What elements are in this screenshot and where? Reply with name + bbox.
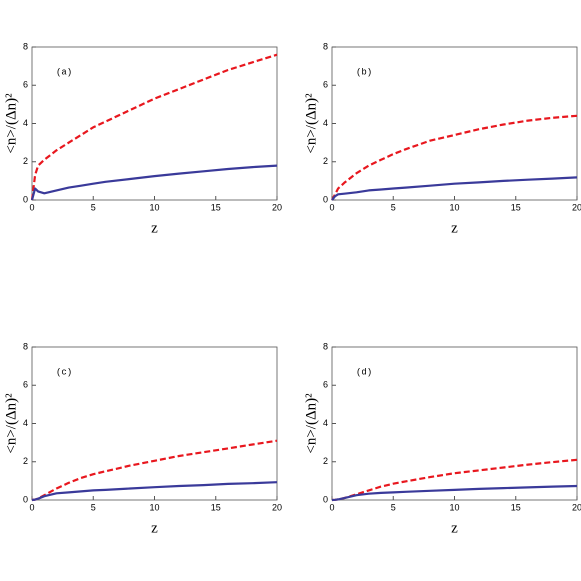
x-tick-label: 0 (329, 202, 334, 212)
y-axis-label: <n>/(Δn)² (303, 393, 319, 454)
panel: 0 5 10 15 20 0 2 4 6 8 z <n>/(Δn)² (a) (3, 41, 282, 236)
panel-label: (c) (56, 367, 72, 377)
y-tick-label: 8 (323, 341, 328, 351)
line-series (30, 53, 278, 201)
y-tick-label: 0 (323, 494, 328, 504)
y-tick-label: 2 (323, 156, 328, 166)
x-tick-label: 5 (91, 502, 96, 512)
y-tick-label: 6 (23, 80, 28, 90)
y-tick-label: 0 (323, 194, 328, 204)
x-axis-label: z (151, 520, 158, 536)
y-tick-label: 0 (23, 494, 28, 504)
y-axis-label: <n>/(Δn)² (3, 393, 19, 454)
panel: 0 5 10 15 20 0 2 4 6 8 z <n>/(Δn)² (c) (3, 341, 282, 536)
x-tick-label: 15 (211, 202, 221, 212)
y-tick-label: 2 (23, 456, 28, 466)
x-tick-label: 20 (272, 502, 282, 512)
line-series (30, 164, 278, 201)
x-axis-label: z (451, 220, 458, 236)
x-tick-label: 10 (449, 502, 459, 512)
y-tick-label: 8 (323, 41, 328, 51)
x-axis-label: z (451, 520, 458, 536)
y-tick-label: 8 (23, 41, 28, 51)
x-tick-label: 0 (29, 202, 34, 212)
line-series (31, 439, 278, 502)
line-series (331, 176, 578, 201)
x-tick-label: 0 (29, 502, 34, 512)
x-tick-label: 15 (211, 502, 221, 512)
x-axis-label: z (151, 220, 158, 236)
line-series (31, 481, 278, 502)
y-tick-label: 4 (323, 118, 328, 128)
y-axis-label: <n>/(Δn)² (303, 93, 319, 154)
x-tick-label: 15 (511, 502, 521, 512)
y-tick-label: 6 (323, 380, 328, 390)
y-tick-label: 4 (323, 418, 328, 428)
x-tick-label: 10 (449, 202, 459, 212)
x-tick-label: 20 (572, 502, 581, 512)
x-tick-label: 10 (149, 502, 159, 512)
y-tick-label: 2 (23, 156, 28, 166)
panel-label: (a) (56, 67, 72, 77)
x-tick-label: 0 (329, 502, 334, 512)
panel: 0 5 10 15 20 0 2 4 6 8 z <n>/(Δn)² (b) (303, 41, 581, 236)
y-tick-label: 6 (23, 380, 28, 390)
y-tick-label: 4 (23, 118, 28, 128)
y-tick-label: 0 (23, 194, 28, 204)
x-tick-label: 10 (149, 202, 159, 212)
y-tick-label: 8 (23, 341, 28, 351)
x-tick-label: 5 (91, 202, 96, 212)
x-tick-label: 5 (391, 502, 396, 512)
line-series (331, 484, 578, 502)
line-series (331, 114, 578, 201)
panel-label: (d) (356, 367, 372, 377)
y-axis-label: <n>/(Δn)² (3, 93, 19, 154)
panel-label: (b) (356, 67, 372, 77)
panel: 0 5 10 15 20 0 2 4 6 8 z <n>/(Δn)² (d) (303, 341, 581, 536)
x-tick-label: 5 (391, 202, 396, 212)
x-tick-label: 15 (511, 202, 521, 212)
x-tick-label: 20 (572, 202, 581, 212)
x-tick-label: 20 (272, 202, 282, 212)
y-tick-label: 6 (323, 80, 328, 90)
y-tick-label: 2 (323, 456, 328, 466)
y-tick-label: 4 (23, 418, 28, 428)
